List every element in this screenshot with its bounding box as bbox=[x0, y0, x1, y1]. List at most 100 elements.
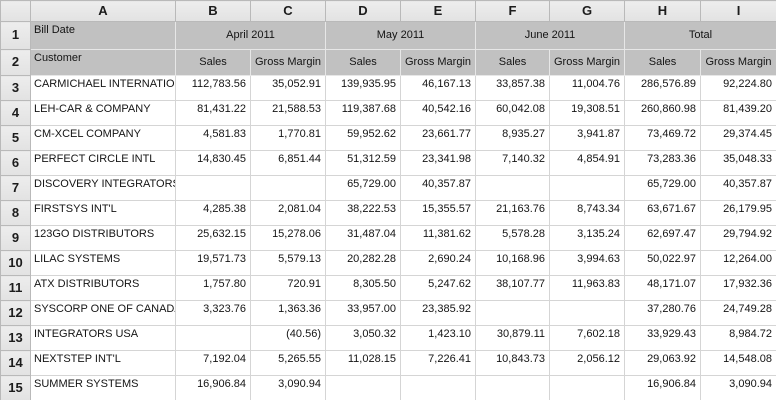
column-header-g[interactable]: G bbox=[549, 0, 625, 22]
row-header-6[interactable]: 6 bbox=[0, 150, 31, 176]
cell-value[interactable] bbox=[549, 175, 625, 201]
cell-value[interactable]: 1,363.36 bbox=[250, 300, 326, 326]
cell-value[interactable] bbox=[475, 175, 550, 201]
cell-value[interactable] bbox=[400, 375, 476, 400]
cell-customer[interactable]: ATX DISTRIBUTORS bbox=[30, 275, 176, 301]
row-header-3[interactable]: 3 bbox=[0, 75, 31, 101]
gross-margin-header-june[interactable]: Gross Margin bbox=[549, 49, 625, 76]
cell-value[interactable]: 3,090.94 bbox=[700, 375, 776, 400]
cell-value[interactable]: 3,994.63 bbox=[549, 250, 625, 276]
cell-value[interactable]: 119,387.68 bbox=[325, 100, 401, 126]
column-header-e[interactable]: E bbox=[400, 0, 476, 22]
cell-value[interactable]: 8,984.72 bbox=[700, 325, 776, 351]
cell-value[interactable]: 40,357.87 bbox=[700, 175, 776, 201]
cell-value[interactable]: 20,282.28 bbox=[325, 250, 401, 276]
cell-customer[interactable]: NEXTSTEP INT'L bbox=[30, 350, 176, 376]
row-header-2[interactable]: 2 bbox=[0, 49, 31, 76]
cell-customer[interactable]: LEH-CAR & COMPANY bbox=[30, 100, 176, 126]
row-header-9[interactable]: 9 bbox=[0, 225, 31, 251]
cell-value[interactable] bbox=[475, 300, 550, 326]
row-header-14[interactable]: 14 bbox=[0, 350, 31, 376]
cell-value[interactable]: 40,542.16 bbox=[400, 100, 476, 126]
cell-value[interactable]: 5,247.62 bbox=[400, 275, 476, 301]
cell-value[interactable]: 8,935.27 bbox=[475, 125, 550, 151]
cell-value[interactable]: 38,222.53 bbox=[325, 200, 401, 226]
month-group-may-2011[interactable]: May 2011 bbox=[325, 21, 476, 50]
cell-value[interactable]: 73,283.36 bbox=[624, 150, 701, 176]
cell-value[interactable] bbox=[475, 375, 550, 400]
cell-value[interactable]: 35,048.33 bbox=[700, 150, 776, 176]
row-header-10[interactable]: 10 bbox=[0, 250, 31, 276]
cell-value[interactable]: 11,381.62 bbox=[400, 225, 476, 251]
cell-value[interactable]: 112,783.56 bbox=[175, 75, 251, 101]
cell-value[interactable]: 33,929.43 bbox=[624, 325, 701, 351]
cell-value[interactable]: 1,757.80 bbox=[175, 275, 251, 301]
cell-value[interactable]: 2,056.12 bbox=[549, 350, 625, 376]
cell-value[interactable]: 11,963.83 bbox=[549, 275, 625, 301]
customer-label-cell[interactable]: Customer bbox=[30, 49, 176, 76]
cell-value[interactable]: 73,469.72 bbox=[624, 125, 701, 151]
cell-value[interactable]: 31,487.04 bbox=[325, 225, 401, 251]
cell-value[interactable]: 16,906.84 bbox=[624, 375, 701, 400]
cell-value[interactable]: 21,163.76 bbox=[475, 200, 550, 226]
row-header-7[interactable]: 7 bbox=[0, 175, 31, 201]
cell-value[interactable]: 10,168.96 bbox=[475, 250, 550, 276]
cell-customer[interactable]: SYSCORP ONE OF CANADA bbox=[30, 300, 176, 326]
cell-value[interactable] bbox=[325, 375, 401, 400]
cell-value[interactable]: 5,578.28 bbox=[475, 225, 550, 251]
cell-value[interactable]: 720.91 bbox=[250, 275, 326, 301]
cell-value[interactable]: 50,022.97 bbox=[624, 250, 701, 276]
cell-value[interactable]: 33,857.38 bbox=[475, 75, 550, 101]
row-header-5[interactable]: 5 bbox=[0, 125, 31, 151]
cell-value[interactable]: 29,063.92 bbox=[624, 350, 701, 376]
cell-value[interactable]: 11,028.15 bbox=[325, 350, 401, 376]
cell-value[interactable]: 63,671.67 bbox=[624, 200, 701, 226]
cell-value[interactable]: 30,879.11 bbox=[475, 325, 550, 351]
cell-value[interactable]: 5,579.13 bbox=[250, 250, 326, 276]
cell-value[interactable]: 4,854.91 bbox=[549, 150, 625, 176]
cell-customer[interactable]: CARMICHAEL INTERNATIONAL bbox=[30, 75, 176, 101]
cell-value[interactable]: 3,135.24 bbox=[549, 225, 625, 251]
cell-value[interactable]: 33,957.00 bbox=[325, 300, 401, 326]
cell-value[interactable]: 12,264.00 bbox=[700, 250, 776, 276]
row-header-13[interactable]: 13 bbox=[0, 325, 31, 351]
cell-value[interactable]: 2,690.24 bbox=[400, 250, 476, 276]
cell-value[interactable]: 23,385.92 bbox=[400, 300, 476, 326]
cell-value[interactable]: 4,285.38 bbox=[175, 200, 251, 226]
cell-value[interactable]: 19,308.51 bbox=[549, 100, 625, 126]
cell-value[interactable]: 3,941.87 bbox=[549, 125, 625, 151]
cell-value[interactable] bbox=[549, 375, 625, 400]
cell-customer[interactable]: INTEGRATORS USA bbox=[30, 325, 176, 351]
cell-value[interactable]: 15,355.57 bbox=[400, 200, 476, 226]
sales-header-june[interactable]: Sales bbox=[475, 49, 550, 76]
cell-value[interactable]: 46,167.13 bbox=[400, 75, 476, 101]
cell-value[interactable]: 1,770.81 bbox=[250, 125, 326, 151]
cell-value[interactable]: 2,081.04 bbox=[250, 200, 326, 226]
cell-value[interactable]: 24,749.28 bbox=[700, 300, 776, 326]
cell-value[interactable]: 6,851.44 bbox=[250, 150, 326, 176]
cell-value[interactable]: 5,265.55 bbox=[250, 350, 326, 376]
cell-value[interactable]: 3,090.94 bbox=[250, 375, 326, 400]
cell-value[interactable]: 35,052.91 bbox=[250, 75, 326, 101]
column-header-f[interactable]: F bbox=[475, 0, 550, 22]
gross-margin-header-may[interactable]: Gross Margin bbox=[400, 49, 476, 76]
cell-customer[interactable]: FIRSTSYS INT'L bbox=[30, 200, 176, 226]
sales-header-total[interactable]: Sales bbox=[624, 49, 701, 76]
cell-customer[interactable]: 123GO DISTRIBUTORS bbox=[30, 225, 176, 251]
cell-value[interactable]: 3,050.32 bbox=[325, 325, 401, 351]
cell-value[interactable]: 23,661.77 bbox=[400, 125, 476, 151]
column-header-b[interactable]: B bbox=[175, 0, 251, 22]
column-header-h[interactable]: H bbox=[624, 0, 701, 22]
cell-value[interactable]: 23,341.98 bbox=[400, 150, 476, 176]
cell-value[interactable]: 7,602.18 bbox=[549, 325, 625, 351]
cell-value[interactable]: 11,004.76 bbox=[549, 75, 625, 101]
month-group-june-2011[interactable]: June 2011 bbox=[475, 21, 625, 50]
row-header-1[interactable]: 1 bbox=[0, 21, 31, 50]
cell-value[interactable]: 16,906.84 bbox=[175, 375, 251, 400]
cell-value[interactable]: 65,729.00 bbox=[624, 175, 701, 201]
column-header-i[interactable]: I bbox=[700, 0, 776, 22]
cell-value[interactable]: 29,374.45 bbox=[700, 125, 776, 151]
cell-value[interactable] bbox=[175, 325, 251, 351]
cell-value[interactable]: 19,571.73 bbox=[175, 250, 251, 276]
cell-value[interactable]: 40,357.87 bbox=[400, 175, 476, 201]
